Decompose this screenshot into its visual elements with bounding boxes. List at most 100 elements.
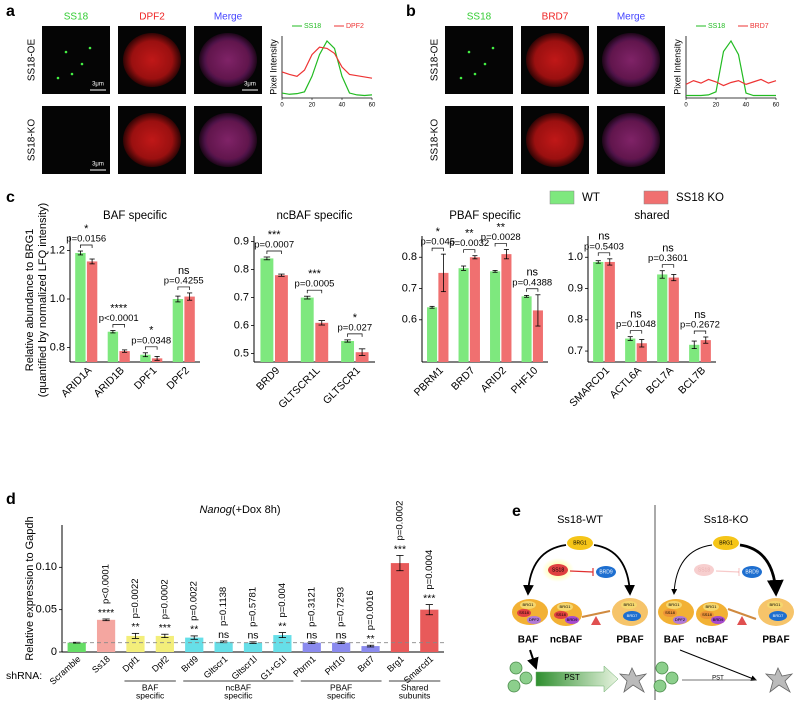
column-header: SS18	[64, 12, 89, 23]
p-value: p=0.4388	[512, 277, 552, 288]
green-focus	[56, 76, 60, 80]
subunit	[767, 601, 783, 609]
p-value: p=0.0016	[365, 590, 376, 630]
significance: ****	[98, 607, 114, 619]
bar	[593, 261, 604, 362]
bar	[625, 338, 636, 362]
diagram-text: BRD9	[745, 569, 759, 575]
error-bar	[161, 633, 169, 639]
diagram-text: BRD9	[567, 617, 578, 622]
significance: **	[465, 228, 474, 240]
panel-label: d	[6, 491, 16, 508]
significance: ***	[423, 592, 435, 604]
significance: ns	[247, 630, 258, 642]
significance: **	[131, 621, 139, 633]
p-value: p=0.1048	[616, 319, 656, 330]
y-axis-label: Relative expression to Gapdh	[24, 516, 36, 660]
brg1-node	[713, 536, 739, 550]
significance-bracket	[80, 244, 93, 249]
inhibition	[715, 570, 740, 573]
x-tick-label: 60	[773, 103, 780, 109]
bar	[172, 299, 184, 362]
brg1-node	[567, 536, 593, 550]
significance: ***	[394, 543, 406, 555]
pst-arrow	[527, 649, 539, 670]
legend-label: WT	[582, 192, 600, 204]
significance: **	[278, 620, 286, 632]
cell-overlay	[602, 33, 660, 87]
bar	[355, 352, 369, 362]
bar	[67, 642, 86, 652]
error-bar	[344, 339, 351, 343]
bar	[532, 310, 543, 362]
diagram-title: Ss18-KO	[704, 514, 749, 526]
micrograph	[445, 26, 513, 94]
bar	[469, 257, 480, 362]
subunit	[520, 601, 536, 609]
cell-overlay	[602, 113, 660, 167]
row-label: SS18-KO	[27, 119, 38, 161]
significance-bracket	[494, 243, 507, 247]
title-gene: Nanog	[199, 504, 232, 516]
y-tick-label: 0.7	[234, 292, 249, 304]
error-bar	[607, 258, 613, 266]
x-tick-label: Dpf2	[150, 654, 171, 674]
error-bar	[308, 641, 316, 644]
y-tick-label: 1.2	[50, 244, 65, 256]
series-line	[281, 46, 373, 79]
stem-cell	[509, 661, 523, 675]
y-tick-label: 0.8	[568, 314, 583, 326]
bar	[155, 635, 174, 652]
column-header: Merge	[214, 12, 243, 23]
bar	[332, 642, 351, 652]
bar	[420, 609, 439, 652]
y-tick-label: 0.8	[234, 264, 249, 276]
p-value: p=0.0007	[254, 240, 294, 251]
legend-swatch	[549, 190, 575, 205]
significance: ns	[218, 629, 229, 641]
error-bar	[77, 250, 83, 256]
diagram-text: SS18	[698, 567, 710, 573]
diagram-text: BRD7	[773, 613, 784, 618]
bar	[521, 296, 532, 362]
subunit	[711, 616, 725, 624]
significance-bracket	[112, 324, 125, 328]
column-header: Merge	[617, 12, 646, 23]
y-tick-label: 1.0	[568, 251, 583, 263]
group-label: BAF	[142, 682, 159, 692]
significance-bracket	[347, 333, 363, 337]
y-tick-label: 0.9	[568, 282, 583, 294]
significance: ns	[336, 630, 347, 642]
seesaw-pivot	[737, 616, 747, 625]
error-bar	[659, 270, 665, 279]
p-value: p=0.4255	[164, 275, 204, 286]
complex-label: BAF	[664, 635, 685, 646]
significance: **	[190, 624, 198, 636]
x-tick-label: BRD9	[254, 364, 282, 392]
legend-label: SS18	[708, 23, 725, 30]
p-value: p=0.0022	[189, 581, 200, 621]
error-bar	[472, 255, 478, 260]
error-bar	[671, 274, 677, 282]
significance: ns	[526, 267, 538, 279]
y-tick-label: 0.9	[234, 236, 249, 248]
error-bar	[595, 260, 601, 264]
significance: *	[84, 223, 89, 235]
x-tick-label: BRD7	[449, 364, 477, 392]
stem-cell	[519, 671, 533, 685]
arrow	[523, 544, 567, 596]
p-value: p=0.7293	[336, 587, 347, 627]
chart-subtitle: shared	[634, 210, 669, 222]
significance: *	[353, 312, 358, 324]
chart-subtitle: BAF specific	[103, 210, 167, 222]
error-bar	[304, 295, 311, 300]
diagram-text: PST	[564, 673, 580, 682]
green-focus	[64, 50, 68, 54]
bar	[140, 354, 151, 362]
diagram-title: Ss18-WT	[557, 514, 603, 526]
error-bar	[425, 604, 433, 616]
x-tick-label: DPF2	[164, 364, 192, 392]
cell-nucleus	[123, 33, 181, 87]
stem-cell	[665, 671, 679, 685]
x-tick-label: ARID2	[478, 364, 508, 394]
